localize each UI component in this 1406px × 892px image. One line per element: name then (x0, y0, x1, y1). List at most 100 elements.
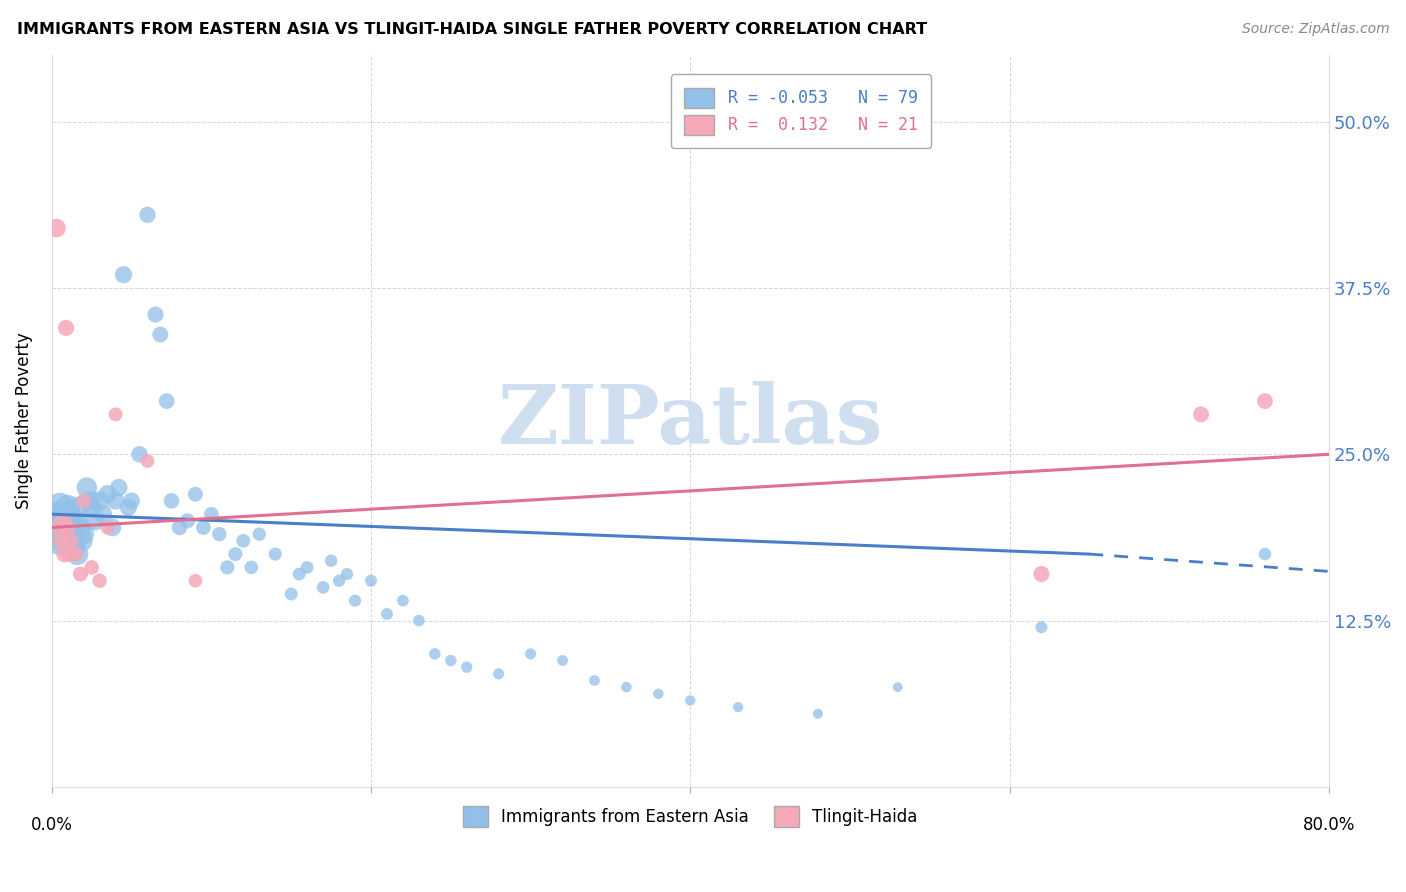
Point (46, 520, 69, 534)
Legend: Immigrants from Eastern Asia, Tlingit-Haida: Immigrants from Eastern Asia, Tlingit-Ha… (456, 800, 924, 833)
Point (80, 500, 103, 515)
Point (208, 527, 231, 541)
Point (66, 547, 89, 561)
Point (107, 481, 129, 495)
Point (55, 507, 77, 521)
Point (319, 554, 342, 568)
Point (104, 408, 127, 422)
Text: ZIPatlas: ZIPatlas (498, 381, 883, 461)
Point (344, 593, 367, 607)
Point (360, 574, 382, 588)
Point (48, 500, 70, 515)
Point (1254, 394, 1277, 409)
Point (1254, 547, 1277, 561)
Point (104, 494, 127, 508)
Point (73, 527, 96, 541)
Point (392, 593, 415, 607)
Point (145, 308, 167, 322)
Point (264, 547, 287, 561)
Point (67, 500, 90, 515)
Point (70, 533, 93, 548)
Point (51, 533, 73, 548)
Point (128, 447, 150, 461)
Text: Source: ZipAtlas.com: Source: ZipAtlas.com (1241, 22, 1389, 37)
Point (48, 520, 70, 534)
Point (59, 533, 82, 548)
Point (328, 574, 350, 588)
Point (217, 560, 239, 574)
Point (312, 580, 335, 594)
Point (101, 520, 124, 534)
Point (336, 567, 359, 582)
Text: 0.0%: 0.0% (31, 816, 73, 834)
Point (184, 487, 207, 501)
Point (83, 514, 105, 528)
Point (52, 520, 75, 534)
Point (551, 654, 574, 668)
Point (52, 514, 75, 528)
Point (423, 647, 446, 661)
Point (45, 221, 67, 235)
Point (56, 520, 79, 534)
Point (79, 494, 101, 508)
Point (583, 673, 606, 688)
Point (224, 547, 246, 561)
Text: 80.0%: 80.0% (1302, 816, 1355, 834)
Point (288, 567, 311, 582)
Point (53, 547, 76, 561)
Point (440, 654, 463, 668)
Point (169, 520, 191, 534)
Point (55, 321, 77, 335)
Point (69, 567, 91, 582)
Point (887, 680, 910, 694)
Point (807, 706, 830, 721)
Point (488, 666, 510, 681)
Point (65, 547, 87, 561)
Point (117, 500, 139, 515)
Text: IMMIGRANTS FROM EASTERN ASIA VS TLINGIT-HAIDA SINGLE FATHER POVERTY CORRELATION : IMMIGRANTS FROM EASTERN ASIA VS TLINGIT-… (17, 22, 927, 37)
Point (193, 520, 215, 534)
Point (160, 494, 183, 508)
Point (136, 454, 159, 468)
Point (1031, 620, 1053, 634)
Point (295, 560, 318, 574)
Y-axis label: Single Father Poverty: Single Father Poverty (15, 333, 32, 509)
Point (136, 208, 159, 222)
Point (76, 481, 98, 495)
Point (727, 700, 749, 714)
Point (156, 394, 179, 409)
Point (58, 514, 80, 528)
Point (91, 507, 114, 521)
Point (52, 514, 75, 528)
Point (97, 520, 120, 534)
Point (48, 533, 70, 548)
Point (240, 560, 263, 574)
Point (375, 607, 398, 621)
Point (112, 268, 135, 282)
Point (56, 500, 79, 515)
Point (65, 514, 87, 528)
Point (232, 533, 254, 548)
Point (59, 533, 82, 548)
Point (176, 514, 198, 528)
Point (63, 541, 86, 555)
Point (616, 680, 638, 694)
Point (408, 614, 430, 628)
Point (53, 533, 76, 548)
Point (89, 494, 111, 508)
Point (69, 520, 91, 534)
Point (56, 527, 79, 541)
Point (97, 487, 120, 501)
Point (184, 574, 207, 588)
Point (149, 327, 172, 342)
Point (45, 514, 67, 528)
Point (456, 660, 478, 674)
Point (200, 507, 222, 521)
Point (62, 520, 84, 534)
Point (519, 647, 541, 661)
Point (73, 494, 96, 508)
Point (80, 560, 103, 574)
Point (647, 687, 669, 701)
Point (51, 527, 73, 541)
Point (58, 547, 80, 561)
